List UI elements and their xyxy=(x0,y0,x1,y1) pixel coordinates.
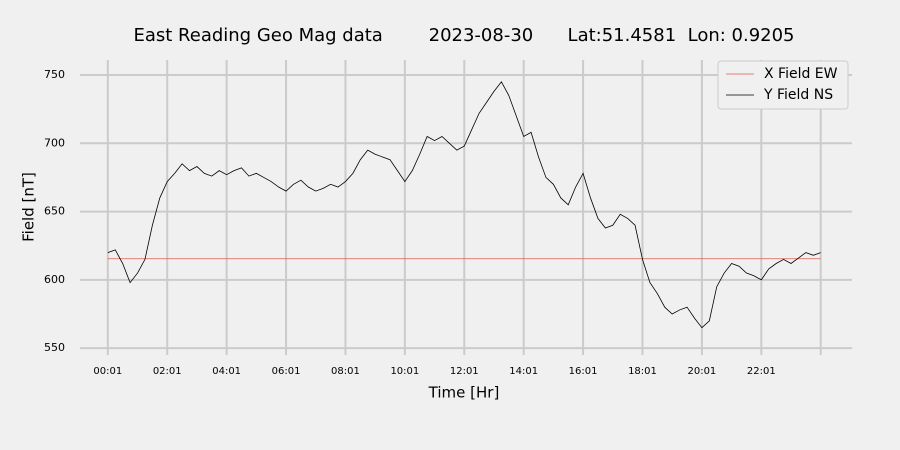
y-tick-label: 550 xyxy=(44,341,65,354)
x-tick-label: 02:01 xyxy=(153,366,182,377)
x-tick-label: 22:01 xyxy=(747,366,776,377)
x-tick-label: 12:01 xyxy=(450,366,479,377)
x-axis-label: Time [Hr] xyxy=(428,384,500,402)
data-line xyxy=(107,81,821,329)
y-tick-label: 750 xyxy=(44,68,65,81)
legend-box xyxy=(717,60,849,110)
x-tick-label: 16:01 xyxy=(569,366,598,377)
y-tick-label: 600 xyxy=(44,273,65,286)
x-tick-label: 04:01 xyxy=(212,366,241,377)
y-tick-label: 700 xyxy=(44,136,65,149)
x-tick-label: 14:01 xyxy=(509,366,538,377)
y-tick-label: 650 xyxy=(44,205,65,218)
chart-title: East Reading Geo Mag data 2023-08-30 Lat… xyxy=(133,25,794,46)
legend-label: X Field EW xyxy=(764,66,838,82)
x-tick-label: 06:01 xyxy=(272,366,301,377)
y-axis-label: Field [nT] xyxy=(20,172,38,242)
x-tick-label: 10:01 xyxy=(390,366,419,377)
x-tick-label: 00:01 xyxy=(93,366,122,377)
x-tick-label: 20:01 xyxy=(687,366,716,377)
x-tick-label: 18:01 xyxy=(628,366,657,377)
legend-label: Y Field NS xyxy=(763,87,833,103)
x-tick-label: 08:01 xyxy=(331,366,360,377)
